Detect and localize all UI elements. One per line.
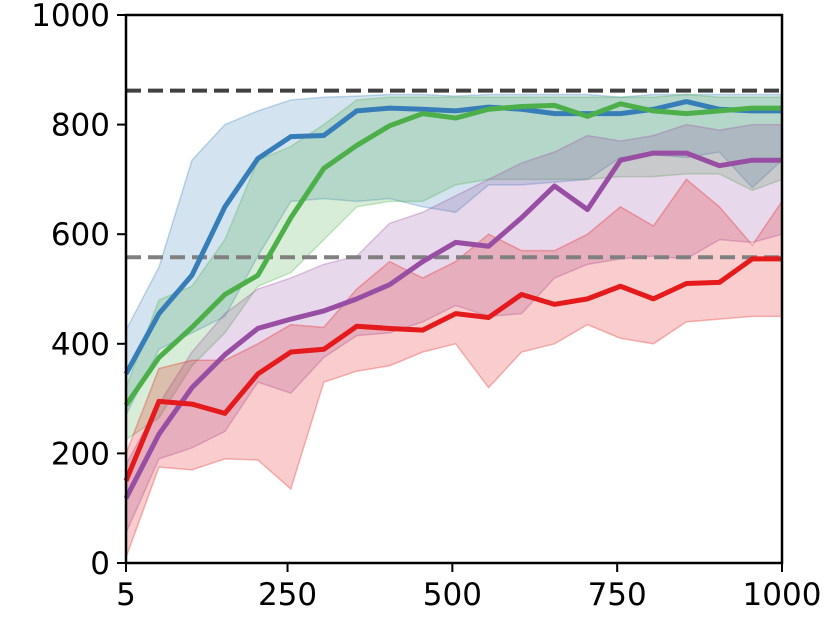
y-tick-label: 600	[51, 217, 110, 253]
y-tick-label: 1000	[31, 0, 110, 34]
y-tick-label: 0	[90, 546, 110, 582]
y-tick-label: 800	[51, 108, 110, 144]
x-axis: 5 250 500 750 1000	[116, 563, 821, 613]
x-tick-label: 250	[258, 577, 317, 613]
axes-frame	[124, 13, 784, 565]
x-tick-label: 1000	[743, 577, 822, 613]
y-axis: 0 200 400 600 800 1000	[31, 0, 126, 582]
x-tick-label: 5	[116, 577, 136, 613]
series-4-line	[123, 256, 782, 482]
y-tick-label: 400	[51, 327, 110, 363]
confidence-bands	[125, 93, 783, 558]
x-tick-label: 750	[588, 577, 647, 613]
x-tick-label: 500	[423, 577, 482, 613]
series-2-line	[123, 101, 782, 407]
y-tick-label: 200	[51, 436, 110, 472]
plot-frame	[124, 13, 784, 565]
series-1-line	[123, 99, 782, 376]
series-3-line	[123, 150, 782, 500]
series-lines	[123, 99, 782, 500]
